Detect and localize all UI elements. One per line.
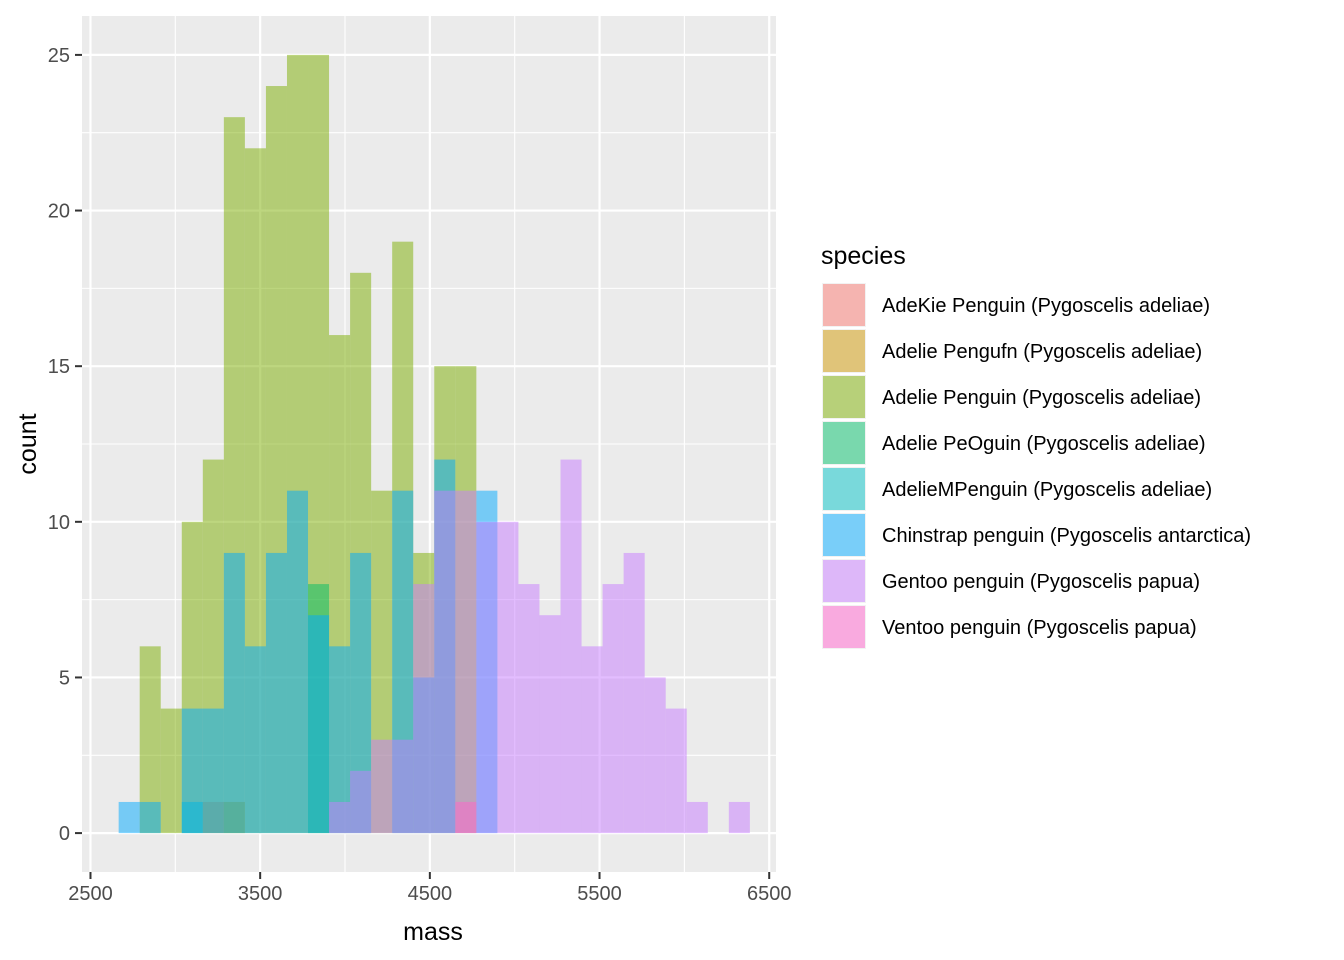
histogram-bar	[602, 584, 624, 834]
legend-label: AdeKie Penguin (Pygoscelis adeliae)	[882, 295, 1210, 317]
legend-key	[823, 560, 865, 602]
y-tick-label: 10	[48, 512, 70, 534]
x-tick-label: 3500	[238, 883, 283, 905]
histogram-bar	[623, 552, 645, 834]
histogram-bar	[560, 459, 582, 834]
histogram-bar	[539, 615, 561, 834]
histogram-bar	[665, 708, 687, 834]
histogram-bar	[118, 801, 140, 834]
histogram-bar	[181, 708, 203, 834]
histogram-bar	[202, 708, 224, 834]
histogram-bar	[350, 552, 372, 834]
histogram-bar	[265, 552, 287, 834]
legend-key	[823, 284, 865, 326]
y-axis: 0 5 10 15 20 25	[48, 45, 82, 845]
x-tick-label: 4500	[408, 883, 453, 905]
legend-label: Adelie PeOguin (Pygoscelis adeliae)	[882, 433, 1206, 455]
histogram-bar	[223, 552, 245, 834]
y-tick-label: 5	[59, 667, 70, 689]
y-tick-label: 20	[48, 201, 70, 223]
histogram-bar	[497, 521, 519, 834]
legend-item: Adelie Penguin (Pygoscelis adeliae)	[822, 375, 1201, 419]
legend-item: Ventoo penguin (Pygoscelis papua)	[822, 605, 1197, 649]
histogram-bar	[434, 490, 456, 834]
histogram-bar	[139, 646, 161, 834]
legend-title: species	[821, 242, 906, 270]
legend-label: Chinstrap penguin (Pygoscelis antarctica…	[882, 525, 1251, 547]
histogram-bar	[476, 521, 498, 834]
legend-label: AdelieMPenguin (Pygoscelis adeliae)	[882, 479, 1212, 501]
bars	[118, 54, 750, 834]
histogram-bar	[413, 584, 435, 834]
histogram-bar	[686, 801, 708, 834]
histogram-bar	[244, 646, 266, 834]
histogram-bar	[329, 646, 351, 834]
legend-key	[823, 376, 865, 418]
legend-item: Adelie PeOguin (Pygoscelis adeliae)	[822, 421, 1206, 465]
histogram-bar	[392, 739, 414, 834]
legend-key	[823, 468, 865, 510]
histogram-bar	[644, 677, 666, 834]
histogram-bar	[455, 490, 477, 834]
y-tick-label: 0	[59, 823, 70, 845]
histogram-bar	[139, 801, 161, 834]
legend-label: Gentoo penguin (Pygoscelis papua)	[882, 571, 1200, 593]
x-axis: 2500 3500 4500 5500 6500	[68, 872, 791, 905]
histogram-bar	[329, 801, 351, 834]
y-tick-label: 25	[48, 45, 70, 67]
y-tick-label: 15	[48, 356, 70, 378]
legend-key	[823, 330, 865, 372]
legend-item: Gentoo penguin (Pygoscelis papua)	[822, 559, 1200, 603]
legend-items: AdeKie Penguin (Pygoscelis adeliae) Adeli…	[822, 283, 1251, 649]
legend-label: Adelie Pengufn (Pygoscelis adeliae)	[882, 341, 1202, 363]
x-tick-label: 6500	[747, 883, 792, 905]
histogram-bar	[371, 739, 393, 834]
legend: species AdeKie Penguin (Pygoscelis adeli…	[821, 242, 1251, 649]
legend-key	[823, 422, 865, 464]
x-axis-title: mass	[403, 918, 463, 946]
histogram-bar	[455, 801, 477, 834]
x-tick-label: 2500	[68, 883, 113, 905]
legend-key	[823, 606, 865, 648]
legend-item: Adelie Pengufn (Pygoscelis adeliae)	[822, 329, 1202, 373]
histogram-bar	[350, 770, 372, 834]
legend-item: AdeKie Penguin (Pygoscelis adeliae)	[822, 283, 1210, 327]
histogram-bar	[518, 584, 540, 834]
histogram-bar	[160, 708, 182, 834]
x-tick-label: 5500	[577, 883, 622, 905]
y-axis-title: count	[14, 413, 42, 474]
histogram-bar	[728, 801, 750, 834]
histogram-bar	[581, 646, 603, 834]
legend-key	[823, 514, 865, 556]
histogram-bar	[286, 490, 309, 834]
legend-label: Adelie Penguin (Pygoscelis adeliae)	[882, 387, 1201, 409]
legend-label: Ventoo penguin (Pygoscelis papua)	[882, 617, 1197, 639]
legend-item: Chinstrap penguin (Pygoscelis antarctica…	[822, 513, 1251, 557]
legend-item: AdelieMPenguin (Pygoscelis adeliae)	[822, 467, 1212, 511]
histogram-bar	[308, 615, 330, 834]
